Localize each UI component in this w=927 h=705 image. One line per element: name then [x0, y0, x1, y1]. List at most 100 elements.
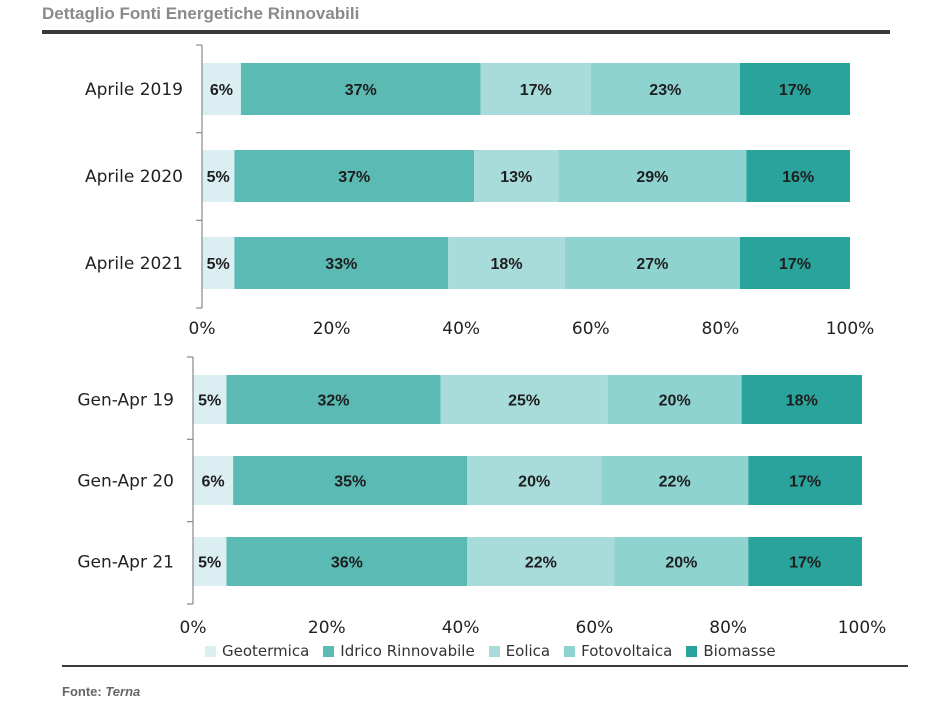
bar-segment [601, 456, 749, 505]
source-name: Terna [105, 684, 141, 699]
legend-label: Geotermica [222, 642, 310, 660]
category-label: Aprile 2021 [85, 254, 183, 274]
bar-segment [226, 537, 468, 586]
bar-segment [739, 63, 850, 115]
bar-segment [467, 537, 615, 586]
data-label: 20% [518, 474, 550, 491]
data-label: 6% [202, 474, 225, 491]
bar-segment [202, 150, 235, 202]
legend-item: Eolica [488, 642, 551, 660]
legend-label: Idrico Rinnovabile [340, 642, 475, 660]
bar-segment [448, 237, 565, 289]
data-label: 37% [345, 82, 377, 99]
source-label: Fonte: [62, 684, 102, 699]
data-label: 20% [659, 393, 691, 410]
category-label: Gen-Apr 21 [77, 553, 174, 573]
data-label: 37% [338, 169, 370, 186]
data-label: 17% [520, 82, 552, 99]
legend-item: Biomasse [686, 642, 776, 660]
bar-segment [564, 237, 740, 289]
bar-segment [440, 375, 608, 424]
bar-segment [748, 456, 862, 505]
data-label: 22% [659, 474, 691, 491]
bar-segment [748, 537, 862, 586]
legend-label: Fotovoltaica [581, 642, 673, 660]
data-label: 5% [207, 256, 230, 273]
bar-segment [741, 375, 862, 424]
data-label: 35% [334, 474, 366, 491]
x-tick-label: 40% [442, 319, 480, 339]
legend-swatch [488, 645, 500, 657]
legend-label: Biomasse [703, 642, 776, 660]
x-tick-label: 100% [826, 319, 875, 339]
legend-swatch [564, 645, 576, 657]
data-label: 17% [789, 474, 821, 491]
bar-segment [234, 237, 449, 289]
bar-segment [558, 150, 747, 202]
data-label: 25% [508, 393, 540, 410]
bar-segment [467, 456, 602, 505]
chart-legend: Geotermica Idrico Rinnovabile Eolica Fotovo… [205, 642, 790, 660]
data-label: 5% [198, 555, 221, 572]
data-label: 20% [665, 555, 697, 572]
data-label: 32% [317, 393, 349, 410]
category-label: Aprile 2020 [85, 167, 183, 187]
data-label: 36% [331, 555, 363, 572]
footer-divider [62, 665, 908, 667]
bar-segment [739, 237, 850, 289]
data-label: 5% [207, 169, 230, 186]
data-label: 13% [500, 169, 532, 186]
bar-segment [202, 63, 241, 115]
bar-segment [607, 375, 742, 424]
source-note: Fonte: Terna [62, 684, 140, 699]
bar-segment [480, 63, 591, 115]
bar-segment [590, 63, 740, 115]
x-tick-label: 80% [709, 618, 747, 638]
x-tick-label: 20% [313, 319, 351, 339]
data-label: 16% [782, 169, 814, 186]
legend-label: Eolica [505, 642, 551, 660]
x-tick-label: 60% [572, 319, 610, 339]
bar-segment [614, 537, 749, 586]
x-tick-label: 100% [838, 618, 887, 638]
bar-segment [202, 237, 235, 289]
data-label: 17% [789, 555, 821, 572]
x-tick-label: 0% [180, 618, 207, 638]
legend-swatch [686, 645, 698, 657]
bar-segment [193, 537, 227, 586]
legend-item: Idrico Rinnovabile [323, 642, 475, 660]
x-tick-label: 20% [308, 618, 346, 638]
data-label: 17% [779, 82, 811, 99]
bar-segment [234, 150, 475, 202]
data-label: 23% [649, 82, 681, 99]
title-divider [42, 30, 890, 34]
data-label: 29% [636, 169, 668, 186]
bar-segment [226, 375, 441, 424]
bar-segment [746, 150, 850, 202]
data-label: 18% [491, 256, 523, 273]
legend-item: Fotovoltaica [564, 642, 672, 660]
legend-swatch [205, 645, 216, 657]
x-tick-label: 40% [442, 618, 480, 638]
data-label: 6% [210, 82, 233, 99]
data-label: 5% [198, 393, 221, 410]
legend-swatch [323, 645, 335, 657]
category-label: Gen-Apr 19 [77, 391, 174, 411]
data-label: 22% [525, 555, 557, 572]
bar-segment [233, 456, 468, 505]
bar-segment [240, 63, 481, 115]
page-title: Dettaglio Fonti Energetiche Rinnovabili [42, 4, 360, 23]
bar-segment [193, 375, 227, 424]
data-label: 33% [325, 256, 357, 273]
x-tick-label: 80% [702, 319, 740, 339]
legend-item: Geotermica [205, 642, 309, 660]
data-label: 27% [636, 256, 668, 273]
bar-segment [474, 150, 559, 202]
data-label: 18% [786, 393, 818, 410]
bar-segment [193, 456, 234, 505]
data-label: 17% [779, 256, 811, 273]
x-tick-label: 0% [189, 319, 216, 339]
x-tick-label: 60% [576, 618, 614, 638]
category-label: Aprile 2019 [85, 80, 183, 100]
